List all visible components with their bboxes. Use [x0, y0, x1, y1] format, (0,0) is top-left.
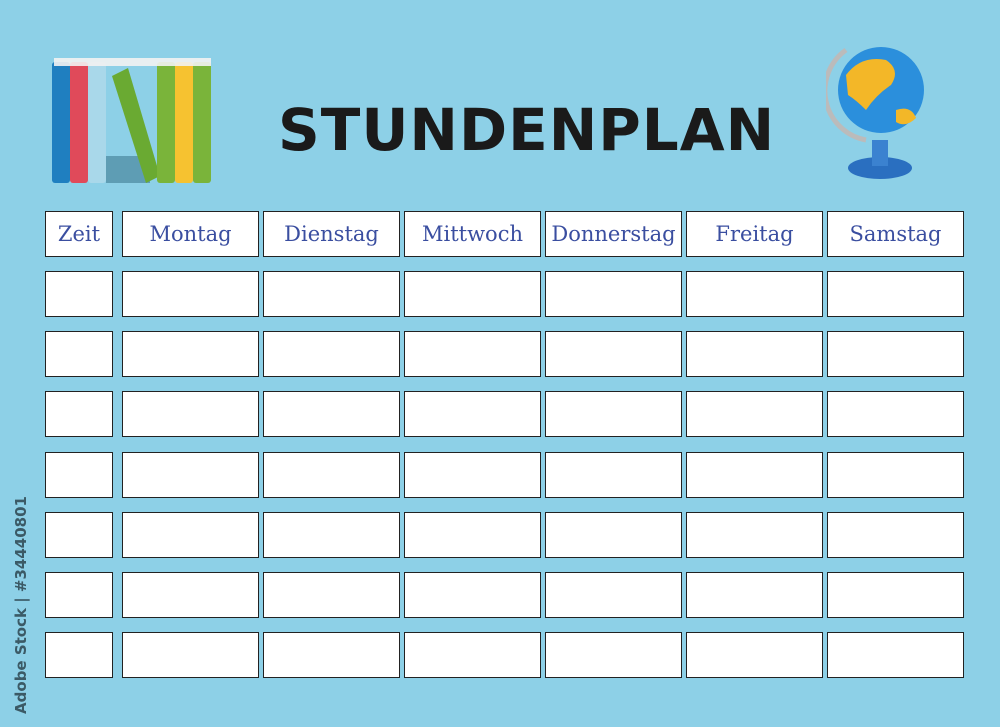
time-cell[interactable]	[45, 512, 113, 558]
lesson-cell[interactable]	[263, 452, 400, 498]
lesson-cell[interactable]	[122, 271, 259, 317]
column-header-samstag: Samstag	[827, 211, 964, 257]
globe-icon	[826, 47, 924, 179]
lesson-cell[interactable]	[404, 452, 541, 498]
column-header-zeit: Zeit	[45, 211, 113, 257]
lesson-cell[interactable]	[122, 572, 259, 618]
lesson-cell[interactable]	[263, 572, 400, 618]
lesson-cell[interactable]	[545, 512, 682, 558]
lesson-cell[interactable]	[122, 632, 259, 678]
lesson-cell[interactable]	[122, 512, 259, 558]
column-header-freitag: Freitag	[686, 211, 823, 257]
lesson-cell[interactable]	[827, 331, 964, 377]
lesson-cell[interactable]	[545, 271, 682, 317]
lesson-cell[interactable]	[263, 391, 400, 437]
lesson-cell[interactable]	[404, 391, 541, 437]
lesson-cell[interactable]	[404, 632, 541, 678]
column-header-dienstag: Dienstag	[263, 211, 400, 257]
time-cell[interactable]	[45, 452, 113, 498]
time-cell[interactable]	[45, 391, 113, 437]
page-title: STUNDENPLAN	[278, 96, 776, 164]
lesson-cell[interactable]	[827, 632, 964, 678]
column-header-donnerstag: Donnerstag	[545, 211, 682, 257]
lesson-cell[interactable]	[545, 632, 682, 678]
column-header-mittwoch: Mittwoch	[404, 211, 541, 257]
lesson-cell[interactable]	[545, 331, 682, 377]
lesson-cell[interactable]	[686, 271, 823, 317]
books-icon	[52, 58, 211, 183]
lesson-cell[interactable]	[404, 271, 541, 317]
lesson-cell[interactable]	[404, 572, 541, 618]
lesson-cell[interactable]	[686, 632, 823, 678]
watermark: Adobe Stock | #34440801	[12, 496, 30, 714]
column-header-montag: Montag	[122, 211, 259, 257]
lesson-cell[interactable]	[827, 572, 964, 618]
lesson-cell[interactable]	[686, 452, 823, 498]
lesson-cell[interactable]	[686, 391, 823, 437]
lesson-cell[interactable]	[686, 331, 823, 377]
lesson-cell[interactable]	[263, 632, 400, 678]
lesson-cell[interactable]	[263, 331, 400, 377]
lesson-cell[interactable]	[122, 331, 259, 377]
lesson-cell[interactable]	[827, 271, 964, 317]
lesson-cell[interactable]	[404, 512, 541, 558]
time-cell[interactable]	[45, 632, 113, 678]
lesson-cell[interactable]	[263, 512, 400, 558]
lesson-cell[interactable]	[827, 452, 964, 498]
lesson-cell[interactable]	[122, 452, 259, 498]
lesson-cell[interactable]	[827, 391, 964, 437]
lesson-cell[interactable]	[263, 271, 400, 317]
lesson-cell[interactable]	[404, 331, 541, 377]
lesson-cell[interactable]	[545, 452, 682, 498]
lesson-cell[interactable]	[686, 572, 823, 618]
time-cell[interactable]	[45, 572, 113, 618]
lesson-cell[interactable]	[686, 512, 823, 558]
time-cell[interactable]	[45, 331, 113, 377]
lesson-cell[interactable]	[827, 512, 964, 558]
lesson-cell[interactable]	[122, 391, 259, 437]
lesson-cell[interactable]	[545, 391, 682, 437]
lesson-cell[interactable]	[545, 572, 682, 618]
time-cell[interactable]	[45, 271, 113, 317]
